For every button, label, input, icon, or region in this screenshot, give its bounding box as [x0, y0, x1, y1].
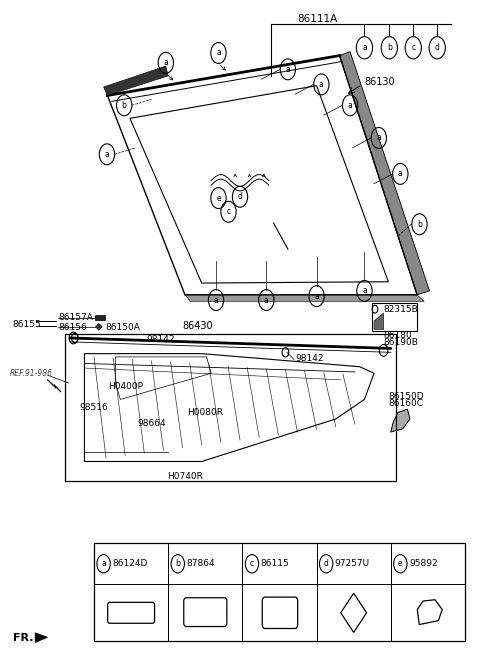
Text: d: d — [435, 43, 440, 52]
Text: 98516: 98516 — [80, 403, 108, 413]
Text: FR.: FR. — [12, 633, 33, 643]
Text: a: a — [264, 295, 269, 305]
Text: 82315B: 82315B — [384, 305, 419, 314]
Polygon shape — [104, 66, 168, 96]
Text: 98664: 98664 — [137, 419, 166, 428]
Text: a: a — [216, 48, 221, 58]
Text: a: a — [214, 295, 218, 305]
Text: 86150D: 86150D — [388, 392, 424, 401]
Text: 95892: 95892 — [409, 559, 438, 569]
Text: a: a — [376, 134, 381, 142]
Polygon shape — [391, 409, 410, 432]
Text: b: b — [175, 559, 180, 569]
Text: a: a — [286, 65, 290, 74]
Polygon shape — [96, 324, 102, 330]
Text: 86180: 86180 — [384, 331, 412, 341]
Text: 86160C: 86160C — [388, 400, 423, 409]
Text: H0740R: H0740R — [167, 472, 203, 481]
Polygon shape — [185, 295, 424, 301]
Text: 86190B: 86190B — [384, 338, 419, 347]
Polygon shape — [35, 633, 48, 643]
Text: 97257U: 97257U — [335, 559, 370, 569]
Polygon shape — [374, 313, 384, 329]
Text: a: a — [164, 58, 168, 67]
Text: d: d — [324, 559, 329, 569]
Text: a: a — [398, 170, 403, 178]
Text: 86111A: 86111A — [298, 14, 338, 24]
Polygon shape — [339, 52, 430, 295]
Text: 86124D: 86124D — [112, 559, 147, 569]
Text: H0080R: H0080R — [187, 408, 223, 417]
Text: c: c — [227, 208, 230, 216]
Text: 86157A: 86157A — [58, 313, 93, 322]
Text: c: c — [411, 43, 415, 52]
Text: 86130: 86130 — [364, 77, 395, 87]
Text: b: b — [417, 219, 422, 229]
Text: e: e — [398, 559, 403, 569]
Text: REF.91-986: REF.91-986 — [10, 369, 53, 378]
Text: 86150A: 86150A — [105, 323, 140, 332]
Text: 87864: 87864 — [186, 559, 215, 569]
Text: 86156: 86156 — [58, 323, 87, 332]
FancyBboxPatch shape — [95, 315, 105, 320]
Text: a: a — [362, 43, 367, 52]
Text: 98142: 98142 — [147, 335, 175, 344]
Text: a: a — [362, 286, 367, 295]
Text: 86115: 86115 — [261, 559, 289, 569]
Text: H0400P: H0400P — [108, 382, 144, 391]
Text: a: a — [319, 80, 324, 89]
Text: 98142: 98142 — [295, 354, 324, 364]
Text: 86155: 86155 — [12, 320, 41, 329]
Text: a: a — [348, 101, 352, 110]
Text: a: a — [101, 559, 106, 569]
Text: c: c — [250, 559, 254, 569]
Text: b: b — [387, 43, 392, 52]
Text: a: a — [314, 291, 319, 301]
Text: b: b — [122, 101, 127, 110]
Text: a: a — [105, 150, 109, 159]
Text: d: d — [238, 193, 242, 201]
Text: 86430: 86430 — [182, 321, 213, 331]
Text: e: e — [216, 194, 221, 202]
